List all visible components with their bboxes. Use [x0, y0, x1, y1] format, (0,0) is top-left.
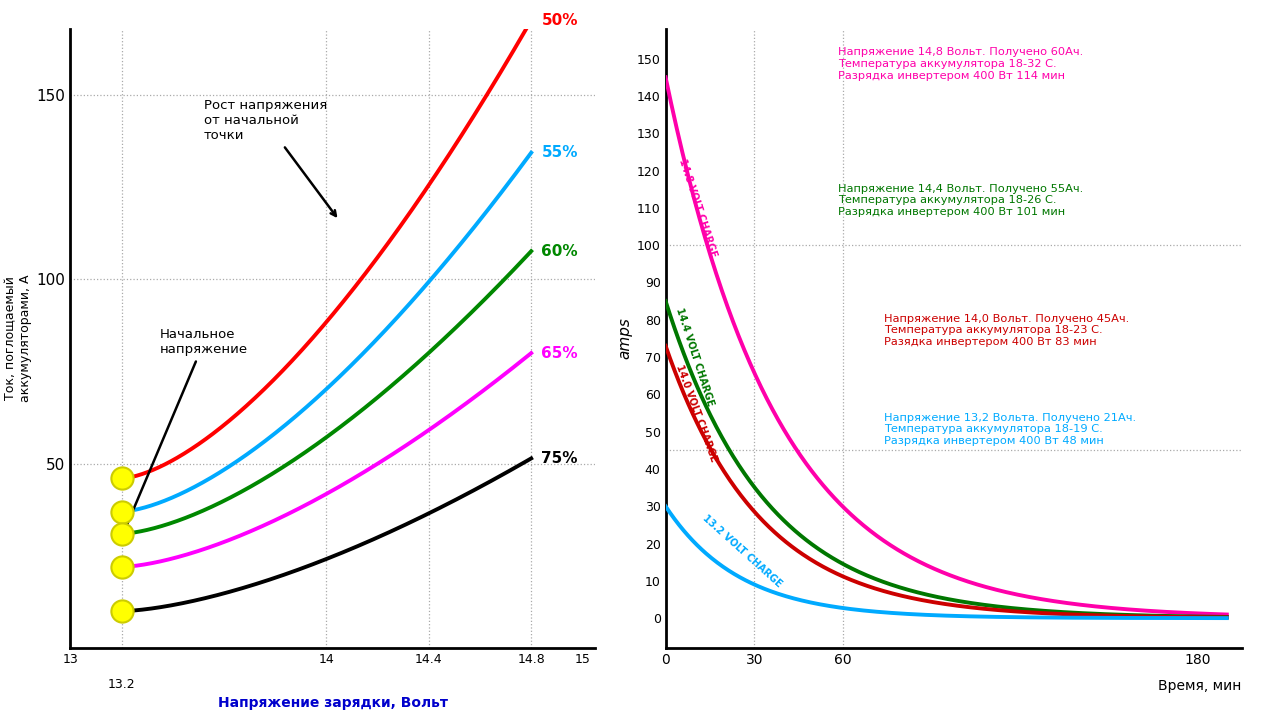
Text: Напряжение 13,2 Вольта. Получено 21Ач.
Температура аккумулятора 18-19 С.
Разрядк: Напряжение 13,2 Вольта. Получено 21Ач. Т…: [884, 413, 1137, 446]
X-axis label: Напряжение зарядки, Вольт: Напряжение зарядки, Вольт: [218, 696, 448, 710]
Text: 50%: 50%: [541, 13, 579, 28]
Text: Напряжение 14,8 Вольт. Получено 60Ач.
Температура аккумулятора 18-32 С.
Разрядка: Напряжение 14,8 Вольт. Получено 60Ач. Те…: [838, 48, 1084, 81]
Text: 14.8 VOLT CHARGE: 14.8 VOLT CHARGE: [677, 158, 718, 258]
Text: 14.4 VOLT CHARGE: 14.4 VOLT CHARGE: [675, 307, 716, 408]
Text: 75%: 75%: [541, 451, 579, 466]
Text: Напряжение 14,4 Вольт. Получено 55Ач.
Температура аккумулятора 18-26 С.
Разрядка: Напряжение 14,4 Вольт. Получено 55Ач. Те…: [838, 184, 1084, 217]
Text: 60%: 60%: [541, 243, 579, 258]
Text: Рост напряжения
от начальной
точки: Рост напряжения от начальной точки: [204, 99, 335, 216]
Text: 65%: 65%: [541, 346, 579, 361]
Text: 14.0 VOLT CHARGE: 14.0 VOLT CHARGE: [675, 363, 719, 463]
Y-axis label: Ток, поглощаемый
аккумуляторами, А: Ток, поглощаемый аккумуляторами, А: [5, 274, 32, 402]
Text: 13.2 VOLT CHARGE: 13.2 VOLT CHARGE: [701, 513, 785, 589]
Text: 55%: 55%: [541, 145, 579, 161]
Text: Начальное
напряжение: Начальное напряжение: [123, 328, 248, 532]
Text: Время, мин: Время, мин: [1158, 679, 1242, 693]
Text: Напряжение 14,0 Вольт. Получено 45Ач.
Температура аккумулятора 18-23 С.
Разядка : Напряжение 14,0 Вольт. Получено 45Ач. Те…: [884, 314, 1130, 347]
Y-axis label: amps: amps: [618, 318, 632, 359]
